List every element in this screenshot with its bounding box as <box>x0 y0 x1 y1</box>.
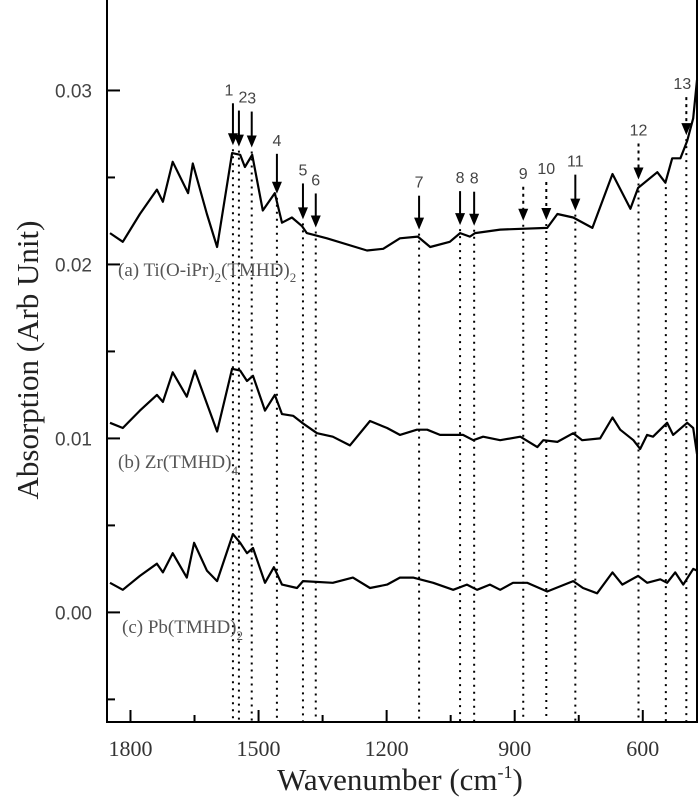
series-label-b: (b) Zr(TMHD)4 <box>118 452 238 478</box>
spectrum-c-line <box>109 533 698 595</box>
series-label-a: (a) Ti(O-iPr)2(TMHD)2 <box>118 260 296 285</box>
peak-label: 11 <box>567 154 584 171</box>
peak-label: 5 <box>299 162 308 179</box>
peak-label: 8 <box>470 171 479 188</box>
arrow-head-icon <box>271 181 282 194</box>
peak-label: 13 <box>673 76 691 93</box>
spectra <box>109 79 699 595</box>
x-tick-label: 900 <box>498 736 531 761</box>
arrow-head-icon <box>570 198 581 211</box>
peak-label: 7 <box>415 175 424 192</box>
peak-label: 1 <box>224 82 233 99</box>
peak-label: 4 <box>272 133 281 150</box>
peak-label: 6 <box>311 172 320 189</box>
arrow-head-icon <box>414 217 425 230</box>
arrow-head-icon <box>681 123 692 136</box>
y-tick-label: 0.03 <box>55 81 92 102</box>
peak-label: 9 <box>519 166 528 183</box>
spectrum-b-line <box>109 367 699 455</box>
spectrum-a-line <box>109 79 699 252</box>
arrow-head-icon <box>233 134 244 147</box>
arrow-head-icon <box>518 208 529 221</box>
arrow-head-icon <box>633 167 644 180</box>
x-axis-title: Wavenumber (cm-1) <box>277 762 523 797</box>
y-axis-title: Absorption (Arb Unit) <box>10 221 45 500</box>
y-tick-label: 0.01 <box>55 429 92 450</box>
arrow-head-icon <box>469 213 480 226</box>
y-tick-label: 0.02 <box>55 255 92 276</box>
arrow-head-icon <box>455 213 466 226</box>
arrow-head-icon <box>541 207 552 220</box>
peak-label: 2 <box>238 90 247 107</box>
reference-lines <box>231 139 688 722</box>
x-tick-label: 1500 <box>237 736 281 761</box>
x-tick-label: 1200 <box>365 736 409 761</box>
arrow-head-icon <box>310 215 321 228</box>
series-label-c: (c) Pb(TMHD)2 <box>122 617 243 643</box>
peak-label: 8 <box>456 170 465 187</box>
arrow-head-icon <box>297 207 308 220</box>
x-tick-label: 1800 <box>108 736 152 761</box>
peak-label: 12 <box>630 123 648 140</box>
axes: 1800 1500 1200 900 600 0.00 0.01 0.02 0.03 <box>55 0 698 761</box>
peak-label: 3 <box>247 91 256 108</box>
y-tick-label: 0.00 <box>55 603 92 624</box>
peak-label: 10 <box>537 161 555 178</box>
x-tick-label: 600 <box>626 736 659 761</box>
arrow-head-icon <box>246 135 257 148</box>
